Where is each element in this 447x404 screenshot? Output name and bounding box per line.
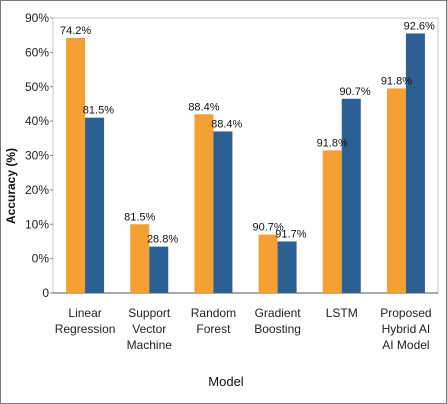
y-axis-ticks: 0 0% 10% 20% 30% 40% 50% 60% 90% (25, 11, 53, 300)
bar (66, 37, 86, 293)
data-label: 81.5% (124, 211, 155, 223)
data-label: 90.7% (252, 222, 283, 234)
bar (277, 241, 297, 293)
x-tick-label-line: Proposed (380, 306, 431, 320)
bar (405, 33, 425, 293)
x-tick-label: Random Forest (191, 306, 236, 336)
x-tick-label: Proposed Hybrid AI AI Model (380, 306, 431, 352)
data-label: 28.8% (147, 234, 178, 246)
y-tick-label: 40% (25, 114, 49, 128)
x-axis-categories: Linear Regression Support Vector Machine Rand… (55, 306, 432, 352)
x-tick-label-line: Machine (127, 338, 173, 352)
bar (386, 88, 406, 293)
x-tick-label: Support Vector Machine (127, 306, 173, 352)
data-label: 74.2% (60, 25, 91, 37)
bar (130, 224, 150, 293)
bar (258, 234, 278, 293)
x-tick-label: LSTM (326, 306, 358, 320)
y-tick-label: 20% (25, 183, 49, 197)
data-label: 88.4% (188, 101, 219, 113)
bar (322, 150, 342, 293)
x-tick-label-line: Random (191, 306, 236, 320)
bar (194, 114, 214, 293)
x-tick-label: Gradient Boosting (254, 306, 301, 336)
data-label: 92.6% (404, 20, 435, 32)
y-tick-label: 30% (25, 149, 49, 163)
x-tick-label-line: Boosting (254, 322, 301, 336)
bar (341, 98, 361, 293)
data-label: 81.5% (83, 105, 114, 117)
y-tick-label: 0% (32, 252, 50, 266)
data-label: 91.8% (381, 75, 412, 87)
data-label: 90.7% (339, 86, 370, 98)
bar (85, 117, 105, 293)
bar (213, 131, 233, 293)
plot-border (52, 17, 439, 294)
y-tick-label: 0 (42, 286, 49, 300)
bar (149, 246, 169, 293)
y-tick-label: 90% (25, 11, 49, 25)
data-labels: 74.2%81.5%81.5%28.8%88.4%88.4%90.7%91.7%… (60, 20, 435, 245)
y-tick-label: 60% (25, 45, 49, 59)
x-tick-label-line: Linear (68, 306, 101, 320)
plot-area (52, 17, 439, 294)
x-tick-label-line: Forest (196, 322, 231, 336)
data-label: 91.8% (317, 137, 348, 149)
data-label: 91.7% (275, 228, 306, 240)
x-tick-label-line: LSTM (326, 306, 358, 320)
data-label: 88.4% (211, 118, 242, 130)
x-tick-label: Linear Regression (55, 306, 116, 336)
x-tick-label-line: Support (128, 306, 171, 320)
x-tick-label-line: Gradient (255, 306, 302, 320)
bars (66, 33, 425, 293)
x-tick-label-line: AI Model (382, 338, 429, 352)
y-tick-label: 50% (25, 80, 49, 94)
y-tick-label: 10% (25, 217, 49, 231)
x-tick-label-line: Vector (132, 322, 166, 336)
x-axis-title: Model (208, 374, 244, 389)
x-tick-label-line: Hybrid AI (382, 322, 431, 336)
x-tick-label-line: Regression (55, 322, 116, 336)
y-axis-title: Accuracy (%) (4, 148, 18, 224)
